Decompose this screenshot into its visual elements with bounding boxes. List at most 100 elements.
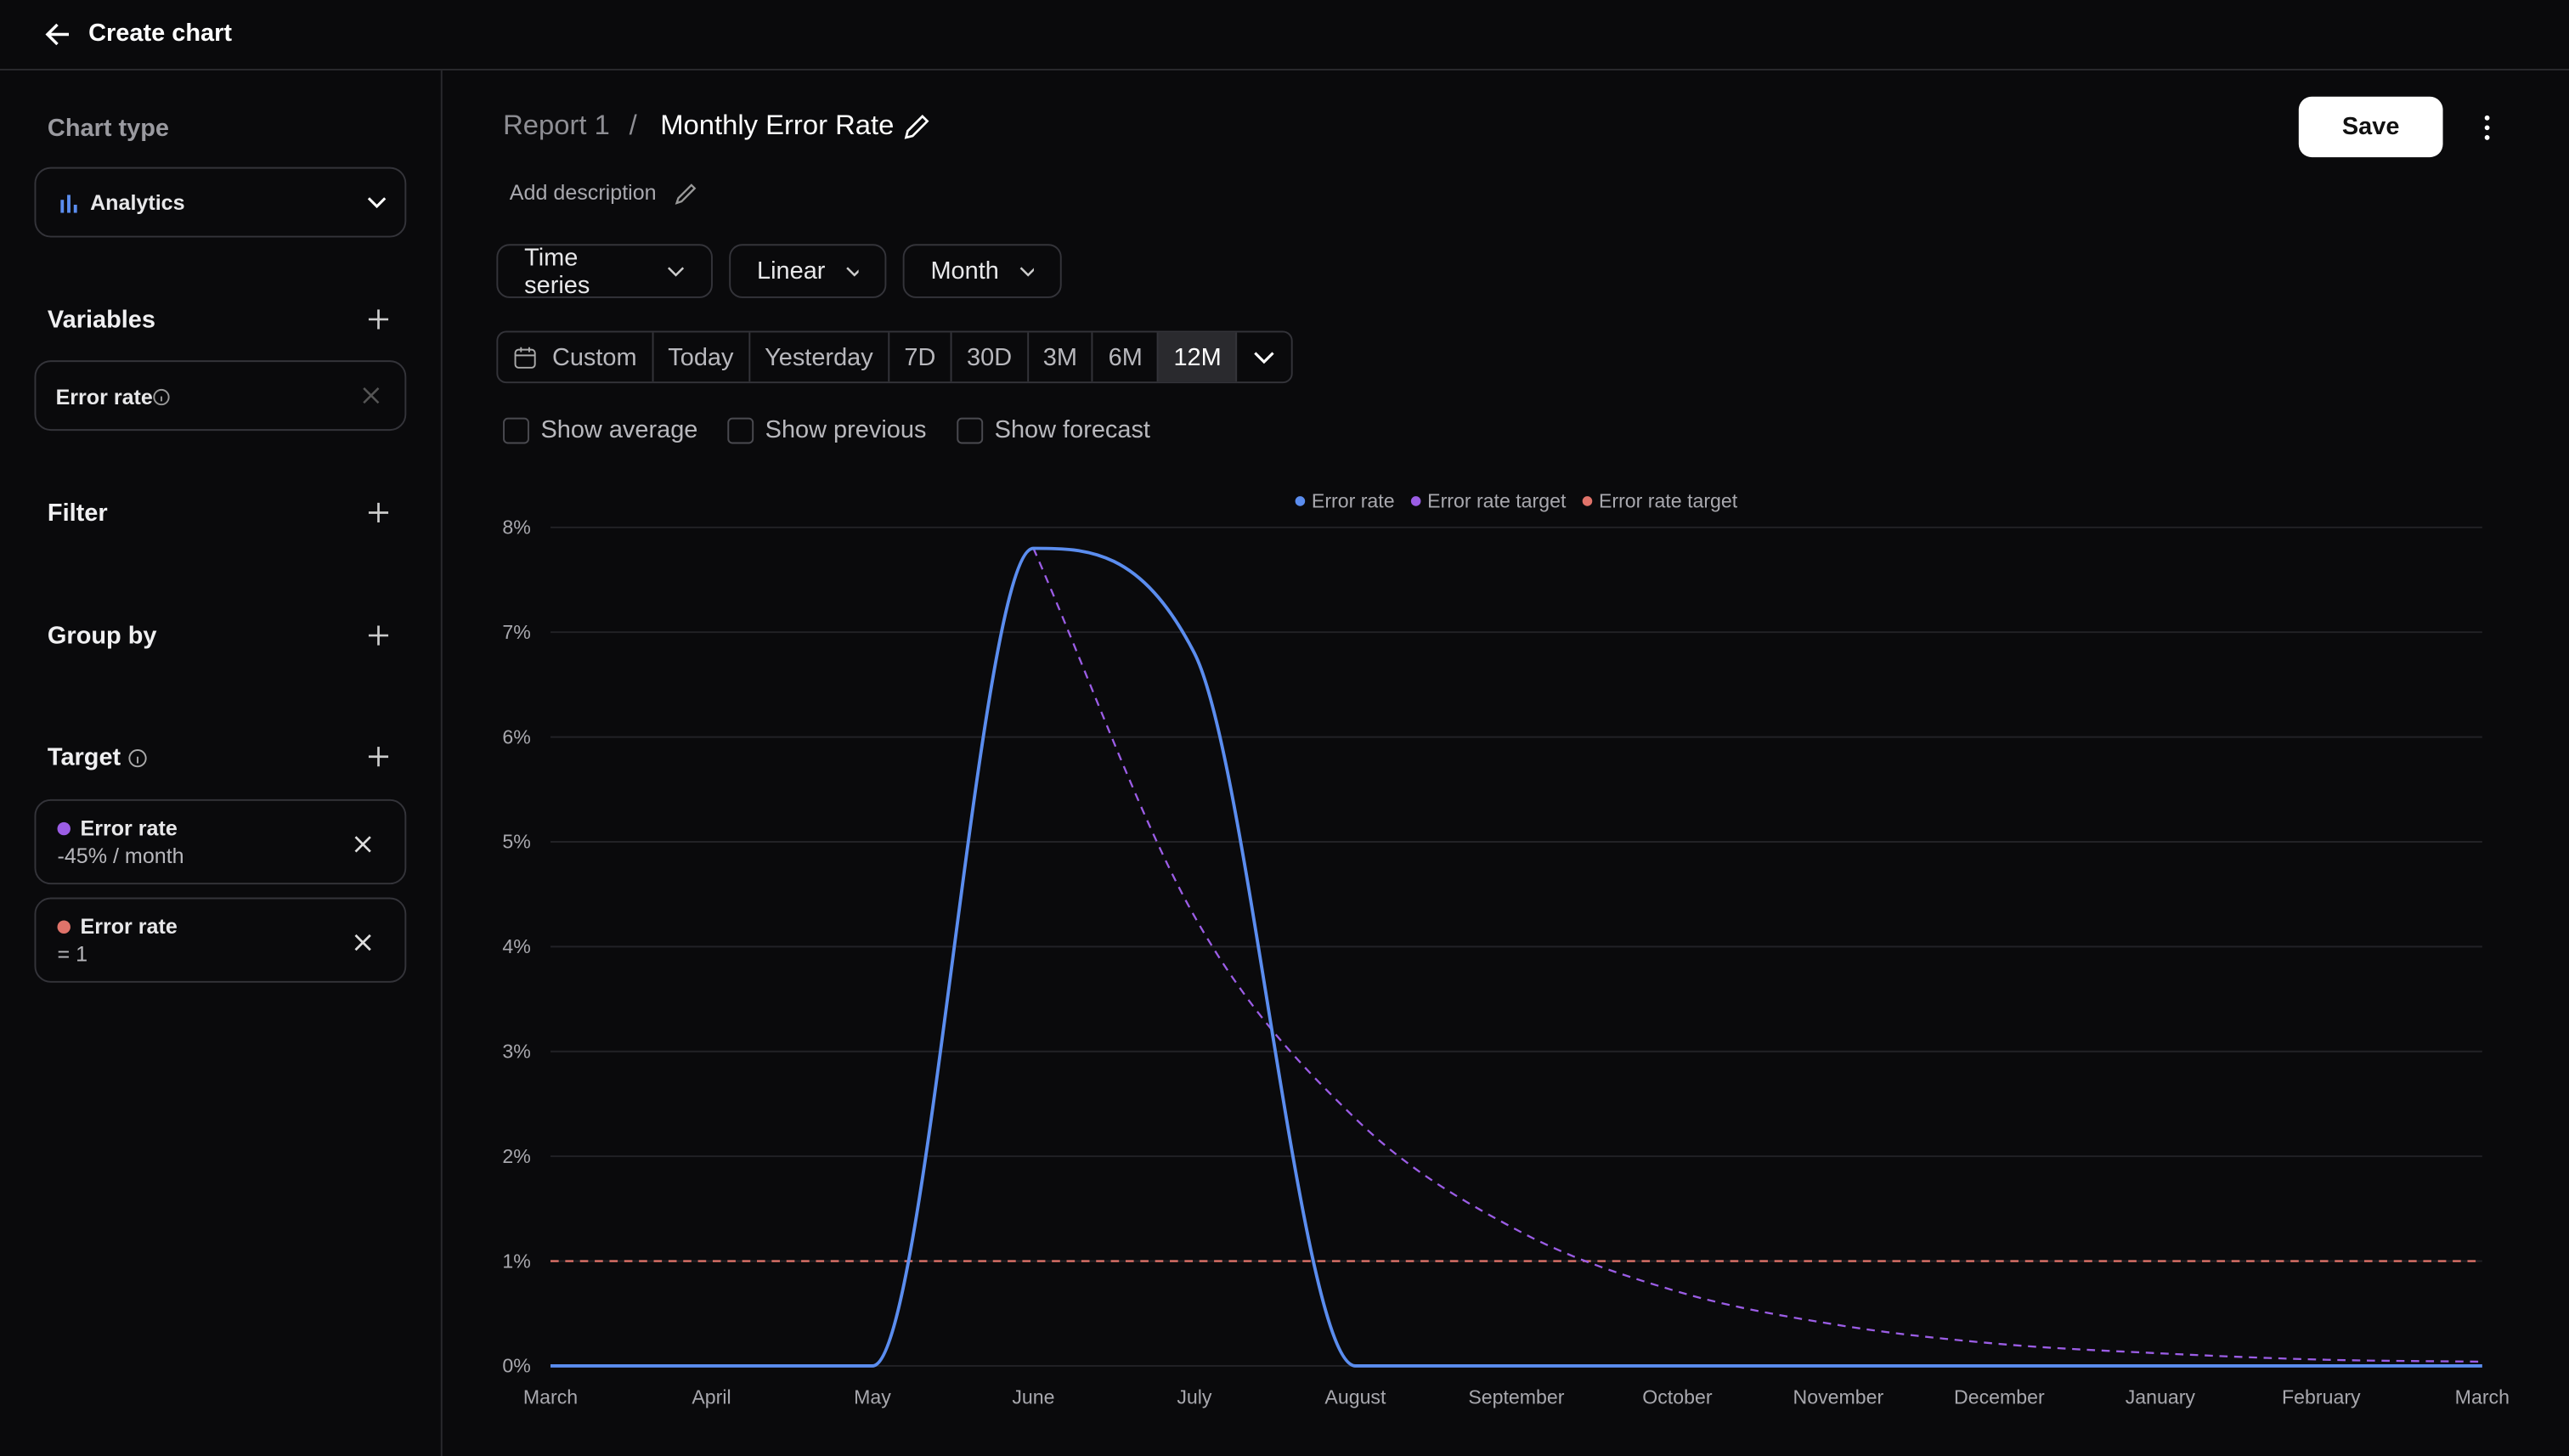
toggle-label: Show average [540, 415, 698, 444]
remove-target[interactable] [354, 832, 372, 861]
target-rule: = 1 [57, 941, 88, 967]
y-tick-label: 3% [502, 1040, 530, 1062]
chevron [668, 266, 685, 276]
x-tick-label: January [2126, 1385, 2196, 1408]
checkbox[interactable] [727, 416, 754, 443]
x-tick-label: December [1954, 1385, 2045, 1408]
add-filter[interactable] [367, 501, 390, 524]
x-tick-label: April [692, 1385, 731, 1408]
target-name: Error rate [80, 815, 178, 841]
info-icon [128, 749, 147, 768]
toggle[interactable]: Show average [503, 415, 698, 444]
remove-target[interactable] [354, 930, 372, 960]
info-icon [153, 388, 170, 406]
y-tick-label: 6% [502, 725, 530, 748]
checkbox[interactable] [957, 416, 984, 443]
remove-icon [354, 934, 371, 951]
x-tick-label: March [523, 1385, 578, 1408]
legend-dot [1410, 496, 1421, 506]
chevron [1255, 351, 1275, 364]
toggle[interactable]: Show previous [727, 415, 927, 444]
dropdown[interactable]: Time series [496, 243, 713, 299]
range-selector: Custom Today Yesterday 7D 30D 3M 6M 12M [496, 330, 1294, 384]
variable-name: Error rate [55, 385, 153, 409]
target-dot [57, 920, 71, 934]
target-item[interactable]: Error rate = 1 [34, 897, 407, 983]
y-tick-label: 0% [502, 1355, 530, 1377]
x-tick-label: July [1177, 1385, 1212, 1408]
calendar-icon [514, 346, 536, 368]
chart-type: Analytics [90, 189, 185, 215]
range-button[interactable]: Custom [498, 332, 653, 382]
bar-icon [60, 195, 77, 213]
dropdown[interactable]: Month [902, 244, 1062, 298]
legend-label: Error rate target [1427, 490, 1567, 512]
x-tick-label: May [854, 1385, 891, 1408]
description-prompt[interactable]: Add description [509, 180, 657, 205]
save-button[interactable]: Save [2298, 96, 2443, 158]
group-by-label: Group by [47, 622, 157, 651]
sidebar: Chart type Analytics Variables Error rat… [0, 70, 443, 1456]
checkbox[interactable] [503, 416, 529, 443]
range-button[interactable]: 12M [1159, 332, 1239, 382]
breadcrumb-separator: / [629, 110, 637, 141]
chart-type-select[interactable]: Analytics [34, 166, 407, 238]
dropdown[interactable]: Linear [729, 244, 887, 298]
x-tick-label: February [2282, 1385, 2361, 1408]
chevron [1019, 266, 1034, 276]
breadcrumb-title: Monthly Error Rate [660, 110, 895, 141]
y-tick-label: 4% [502, 935, 530, 957]
dropdown-label: Month [930, 257, 999, 285]
series-line [550, 546, 2482, 1368]
legend-label: Error rate [1312, 490, 1395, 512]
range-button[interactable]: Yesterday [750, 332, 890, 382]
x-tick-label: September [1468, 1385, 1564, 1408]
toggle-label: Show forecast [994, 415, 1150, 444]
back-icon[interactable] [42, 20, 72, 49]
series-line [1032, 548, 2482, 1363]
variables-label: Variables [47, 306, 156, 335]
edit-icon[interactable] [675, 182, 698, 205]
toggle-label: Show previous [765, 415, 927, 444]
y-tick-label: 2% [502, 1145, 530, 1167]
target-rule: -45% / month [57, 843, 184, 868]
target-item[interactable]: Error rate -45% / month [34, 799, 407, 885]
variable-item[interactable]: Error rate [34, 360, 407, 432]
range-button[interactable]: 3M [1028, 332, 1094, 382]
x-tick-label: August [1324, 1385, 1386, 1408]
add-target[interactable] [367, 745, 390, 768]
x-tick-label: March [2455, 1385, 2510, 1408]
header: Create chart [0, 0, 2569, 71]
range-button[interactable]: 7D [889, 332, 952, 382]
range-more[interactable] [1238, 332, 1292, 381]
y-tick-label: 1% [502, 1250, 530, 1272]
toggle[interactable]: Show forecast [957, 415, 1150, 444]
dropdown-label: Time series [524, 243, 590, 299]
header-title: Create chart [88, 20, 232, 48]
remove-icon [354, 836, 371, 853]
target-name: Error rate [80, 913, 178, 939]
range-button[interactable]: 30D [952, 332, 1029, 382]
add-group[interactable] [367, 624, 390, 647]
chevron [367, 197, 387, 209]
remove-icon[interactable] [362, 387, 380, 404]
add-variable[interactable] [367, 308, 390, 330]
breadcrumb-parent[interactable]: Report 1 [503, 110, 610, 141]
x-tick-label: October [1642, 1385, 1713, 1408]
filter-label: Filter [47, 499, 108, 528]
y-tick-label: 5% [502, 831, 530, 853]
legend-label: Error rate target [1599, 490, 1738, 512]
dropdown-label: Linear [757, 257, 826, 285]
edit-icon[interactable] [903, 113, 931, 141]
x-tick-label: November [1793, 1385, 1884, 1408]
range-button[interactable]: Today [653, 332, 750, 382]
more-icon[interactable] [2477, 113, 2497, 143]
target-label: Target [47, 743, 121, 772]
target-dot [57, 821, 71, 836]
legend-dot [1582, 496, 1593, 506]
x-tick-label: June [1012, 1385, 1054, 1408]
range-button[interactable]: 6M [1093, 332, 1160, 382]
